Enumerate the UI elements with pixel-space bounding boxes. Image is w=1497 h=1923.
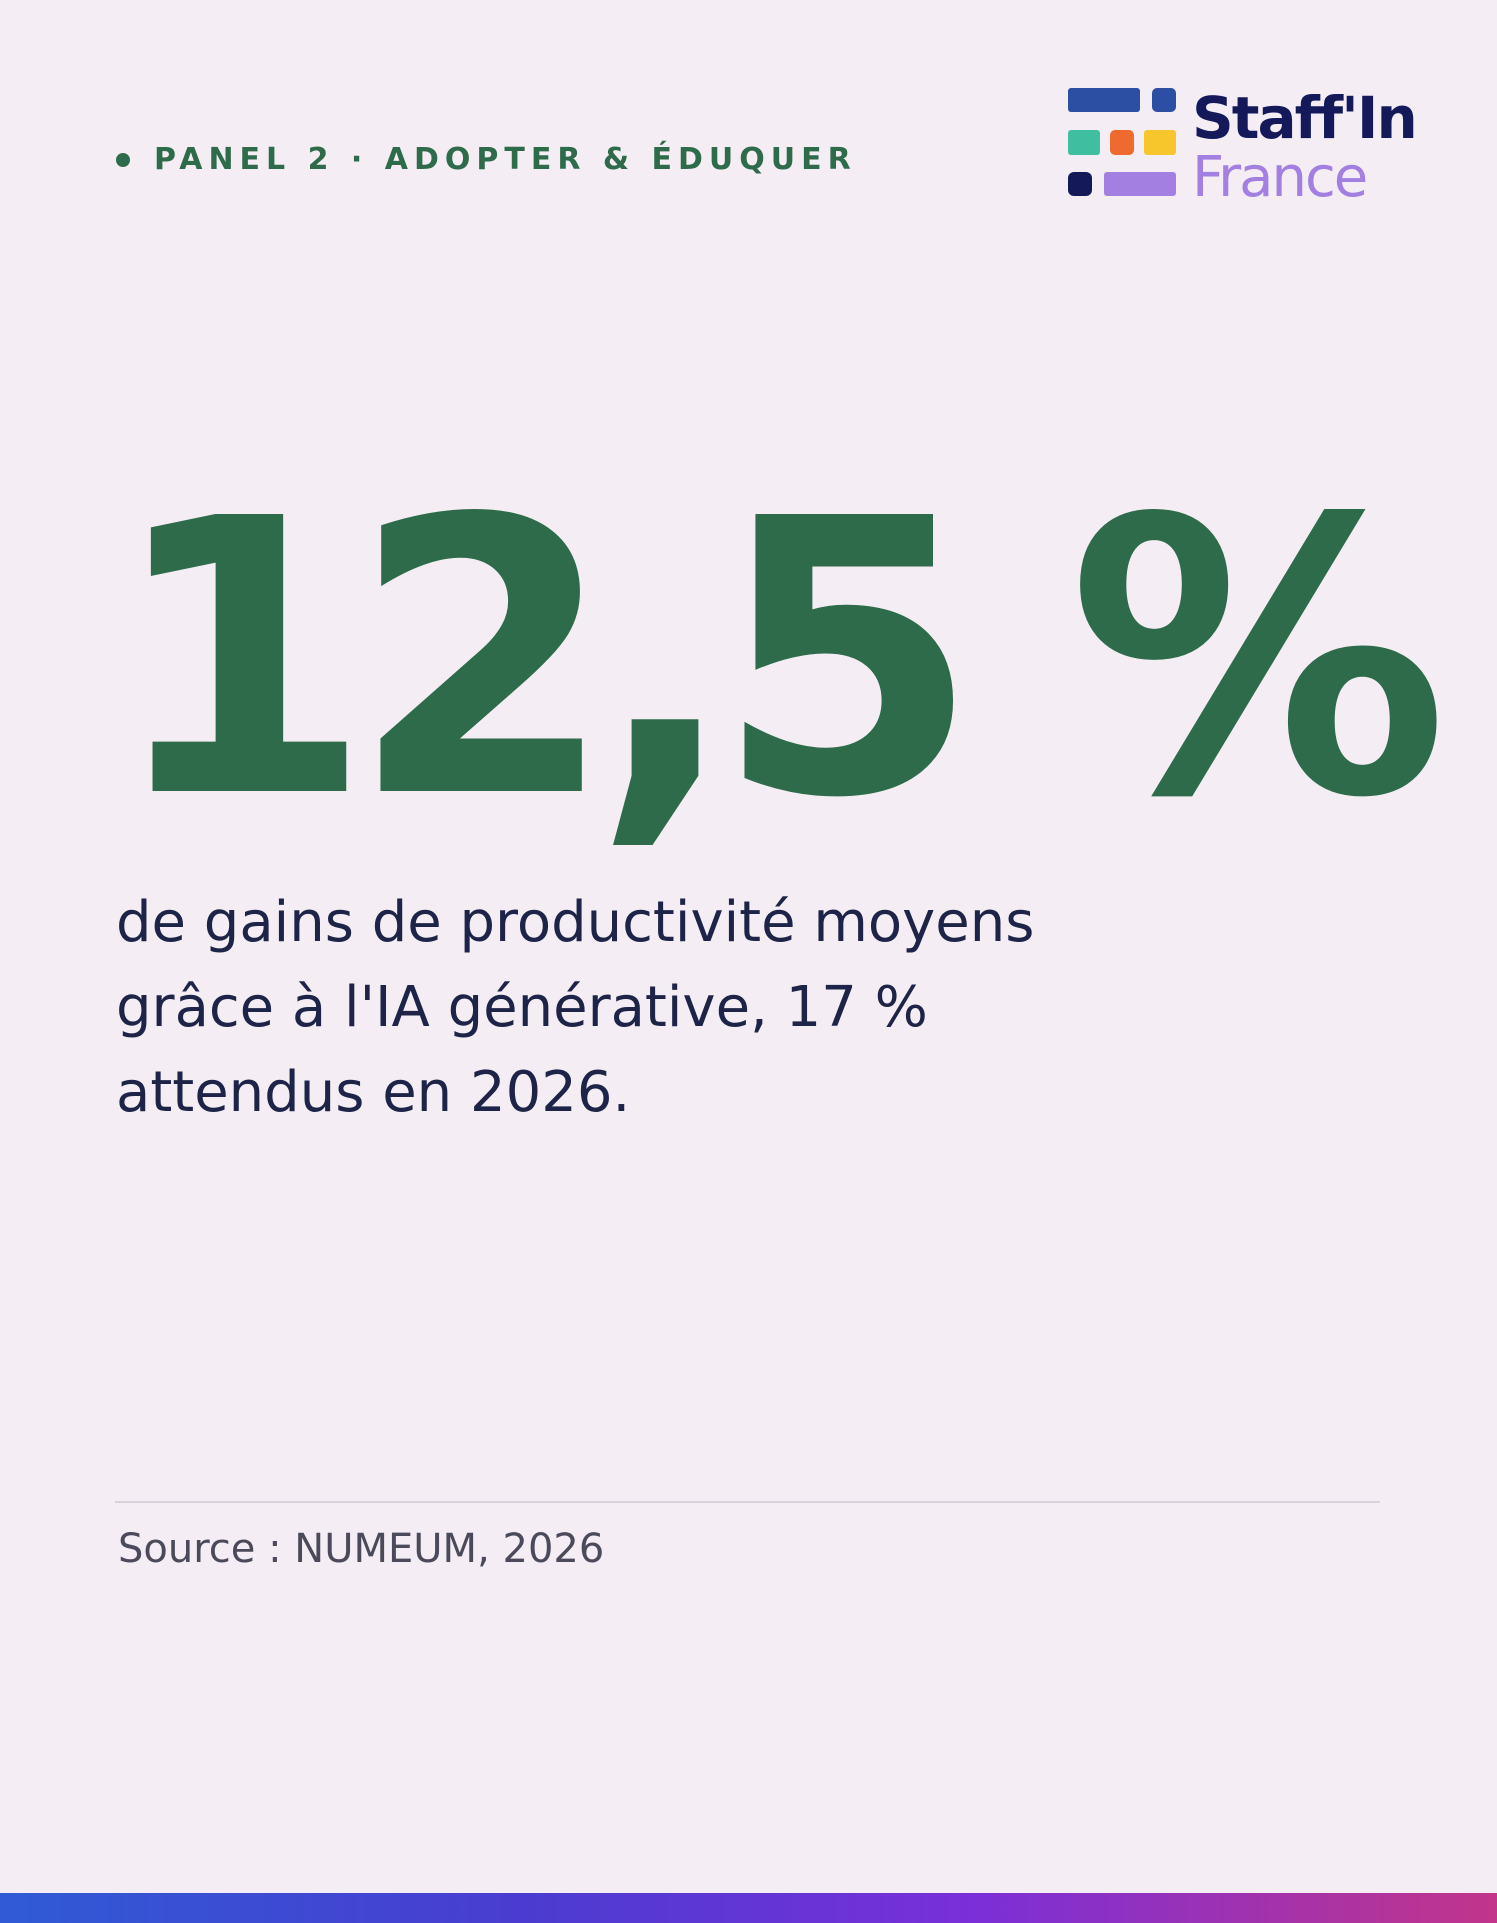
gradient-bar bbox=[0, 1893, 1497, 1923]
panel-text: PANEL 2 · ADOPTER & ÉDUQUER bbox=[154, 142, 857, 177]
logo-block bbox=[1152, 88, 1176, 112]
logo-block bbox=[1144, 130, 1176, 155]
stat-description: de gains de productivité moyens grâce à … bbox=[116, 880, 1034, 1135]
logo-text: Staff'In bbox=[1192, 86, 1416, 152]
bullet bbox=[116, 152, 130, 167]
stat-value: 12,5 % bbox=[108, 438, 1449, 881]
logo-text: France bbox=[1192, 145, 1366, 206]
logo-block bbox=[1068, 172, 1092, 196]
divider bbox=[115, 1501, 1380, 1503]
logo-block bbox=[1110, 130, 1134, 155]
logo: Staff'In France bbox=[1068, 86, 1418, 206]
logo-block bbox=[1068, 130, 1100, 155]
panel-label: PANEL 2 · ADOPTER & ÉDUQUER bbox=[116, 142, 857, 177]
description-line: attendus en 2026. bbox=[116, 1060, 631, 1125]
logo-block bbox=[1104, 172, 1176, 196]
source: Source : NUMEUM, 2026 bbox=[118, 1526, 605, 1572]
description-line: de gains de productivité moyens bbox=[116, 890, 1035, 955]
description-line: grâce à l'IA générative, 17 % bbox=[116, 975, 928, 1040]
logo-block bbox=[1068, 88, 1140, 112]
